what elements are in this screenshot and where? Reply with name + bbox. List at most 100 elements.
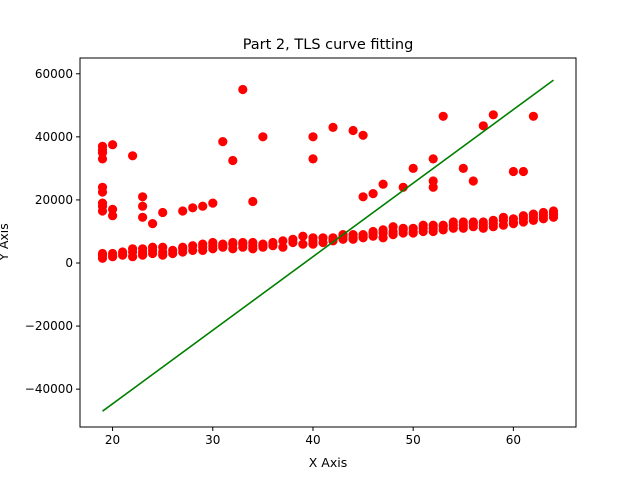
data-point bbox=[478, 217, 488, 227]
data-point bbox=[528, 111, 539, 121]
data-point bbox=[328, 122, 338, 132]
data-point bbox=[108, 204, 118, 214]
fit-line bbox=[102, 79, 554, 412]
data-point bbox=[188, 203, 198, 213]
y-tick-label: 20000 bbox=[35, 193, 73, 207]
data-point bbox=[458, 163, 468, 173]
x-tick-label: 20 bbox=[105, 433, 120, 447]
data-point bbox=[348, 230, 358, 240]
data-point bbox=[498, 212, 508, 222]
y-axis: −40000 −20000 0 20000 40000 60000 bbox=[25, 67, 80, 396]
data-point bbox=[218, 137, 228, 147]
data-point bbox=[248, 244, 258, 254]
data-point bbox=[438, 111, 448, 121]
data-point bbox=[168, 245, 178, 255]
data-point bbox=[108, 248, 118, 259]
data-point bbox=[438, 220, 448, 230]
data-point bbox=[97, 141, 108, 151]
data-point bbox=[278, 242, 288, 252]
data-point bbox=[368, 226, 378, 237]
data-point bbox=[508, 214, 518, 224]
data-point bbox=[97, 182, 108, 192]
data-point bbox=[138, 192, 148, 202]
data-point bbox=[468, 217, 478, 227]
data-point bbox=[468, 176, 478, 186]
data-point bbox=[108, 140, 118, 150]
data-point bbox=[458, 217, 468, 227]
data-point bbox=[178, 206, 188, 216]
data-point bbox=[218, 241, 228, 251]
data-point bbox=[358, 130, 368, 140]
data-point bbox=[508, 166, 518, 177]
data-point bbox=[378, 225, 388, 235]
data-point bbox=[478, 121, 488, 131]
data-point bbox=[198, 239, 208, 249]
x-axis-label: X Axis bbox=[309, 455, 347, 470]
data-point bbox=[128, 151, 138, 161]
y-tick-label: −40000 bbox=[25, 382, 73, 396]
x-tick-label: 30 bbox=[205, 433, 220, 447]
data-point bbox=[488, 215, 498, 225]
data-point bbox=[118, 247, 128, 257]
x-tick-label: 40 bbox=[305, 433, 320, 447]
data-point bbox=[258, 239, 268, 249]
data-point bbox=[538, 207, 549, 218]
data-point bbox=[518, 166, 529, 177]
data-point bbox=[97, 248, 108, 259]
data-point bbox=[388, 222, 398, 232]
data-point bbox=[358, 230, 368, 240]
data-point bbox=[258, 132, 268, 142]
chart-title: Part 2, TLS curve fitting bbox=[243, 37, 414, 53]
data-point bbox=[298, 239, 308, 249]
data-point bbox=[268, 237, 278, 248]
axes-frame bbox=[79, 57, 577, 428]
x-axis: 20 30 40 50 60 bbox=[105, 427, 521, 447]
data-point bbox=[348, 125, 358, 136]
data-point bbox=[318, 233, 328, 243]
data-point bbox=[418, 220, 428, 230]
data-point bbox=[208, 198, 218, 208]
data-point bbox=[358, 192, 368, 202]
data-point bbox=[128, 244, 138, 254]
data-point bbox=[178, 242, 188, 252]
data-point bbox=[248, 196, 258, 207]
data-point bbox=[138, 212, 148, 222]
data-point bbox=[138, 244, 148, 254]
y-tick-label: 60000 bbox=[35, 67, 73, 81]
data-point bbox=[238, 84, 248, 95]
y-axis-label: Y Axis bbox=[0, 223, 11, 262]
data-point bbox=[368, 189, 378, 199]
data-point bbox=[138, 201, 148, 211]
data-point bbox=[428, 182, 438, 192]
data-point bbox=[298, 231, 308, 241]
data-point bbox=[278, 236, 288, 246]
y-tick-label: −20000 bbox=[25, 319, 73, 333]
data-point bbox=[448, 217, 458, 227]
x-tick-label: 50 bbox=[406, 433, 421, 447]
data-point bbox=[228, 155, 238, 166]
data-point bbox=[428, 154, 438, 164]
data-point bbox=[518, 211, 529, 221]
data-point bbox=[428, 220, 438, 230]
data-point bbox=[488, 110, 498, 120]
data-point bbox=[198, 201, 208, 211]
data-point bbox=[308, 233, 318, 243]
y-tick-label: 40000 bbox=[35, 130, 73, 144]
data-point bbox=[97, 198, 108, 208]
data-point bbox=[548, 206, 559, 216]
data-point bbox=[228, 237, 238, 248]
data-point bbox=[97, 154, 108, 164]
data-point bbox=[148, 242, 158, 252]
data-point bbox=[288, 234, 298, 244]
data-point bbox=[408, 223, 418, 233]
data-point bbox=[248, 237, 258, 248]
data-point bbox=[108, 211, 118, 221]
data-point bbox=[158, 242, 168, 252]
data-point bbox=[208, 237, 218, 248]
y-tick-label: 0 bbox=[65, 256, 73, 270]
data-point bbox=[428, 176, 438, 186]
data-point bbox=[188, 241, 198, 251]
data-point bbox=[528, 209, 539, 219]
x-tick-label: 60 bbox=[506, 433, 521, 447]
